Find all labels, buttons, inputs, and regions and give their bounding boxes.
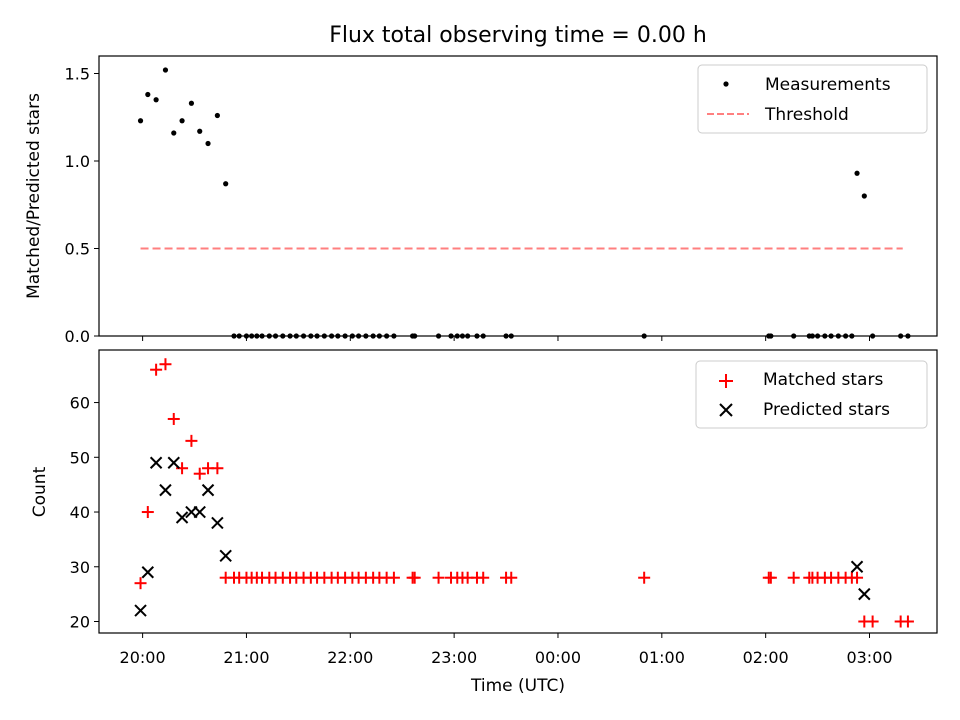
predicted-star-point	[141, 566, 155, 579]
measurement-point	[145, 91, 151, 98]
top-y-tick-label: 0.0	[65, 327, 90, 346]
matched-star-point	[505, 571, 518, 584]
x-axis-label: Time (UTC)	[470, 676, 565, 696]
matched-star-point	[150, 363, 163, 376]
measurement-point	[162, 67, 169, 73]
measurement-point	[854, 170, 860, 176]
legend-matched-marker	[719, 374, 733, 388]
matched-star-point	[387, 571, 400, 584]
measurement-point	[171, 130, 177, 136]
predicted-star-point	[219, 549, 232, 563]
matched-star-point	[638, 571, 651, 584]
bottom-x-tick-label: 23:00	[431, 648, 477, 667]
bottom-legend: Matched stars Predicted stars	[695, 360, 928, 429]
legend-predicted-marker	[719, 403, 733, 417]
matched-star-point	[432, 571, 445, 584]
predicted-star-point	[850, 560, 864, 573]
top-legend: Measurements Threshold	[697, 64, 928, 134]
legend-measurements-marker	[723, 81, 729, 87]
matched-star-point	[408, 571, 421, 584]
matched-star-point	[866, 615, 879, 628]
bottom-x-tick-label: 00:00	[535, 648, 581, 667]
matched-star-point	[159, 358, 172, 371]
top-y-tick-label: 0.5	[65, 240, 90, 259]
bottom-y-tick-label: 60	[70, 394, 90, 413]
bottom-x-axis: 20:00 21:00 22:00 23:00 00:00 01:00 02:00 03:00	[120, 633, 893, 667]
top-plot-frame	[98, 55, 938, 337]
matched-star-point	[851, 571, 864, 584]
measurement-point	[861, 193, 867, 199]
legend-matched-label: Matched stars	[763, 370, 883, 390]
bottom-x-tick-label: 02:00	[743, 648, 789, 667]
legend-measurements-label: Measurements	[765, 75, 891, 95]
top-chart-title: Flux total observing time = 0.00 h	[329, 23, 707, 48]
matched-star-point	[185, 434, 198, 447]
predicted-star-point	[858, 587, 871, 601]
top-y-axis: 0.0 0.5 1.0 1.5	[65, 65, 99, 346]
matched-star-point	[134, 577, 147, 590]
top-panel: 0.0 0.5 1.0 1.5 Matched/Predicted stars Mea…	[24, 55, 938, 346]
top-y-tick-label: 1.5	[65, 65, 90, 84]
predicted-star-point	[175, 511, 189, 524]
matched-star-point	[167, 412, 180, 425]
legend-predicted-label: Predicted stars	[763, 400, 890, 420]
predicted-star-point	[134, 604, 147, 617]
matched-star-point	[477, 571, 490, 584]
bottom-y-tick-label: 20	[70, 613, 90, 632]
top-y-tick-label: 1.0	[65, 152, 90, 171]
bottom-y-axis: 20 30 40 50 60	[70, 394, 99, 632]
matched-star-point	[901, 615, 914, 628]
top-y-axis-label: Matched/Predicted stars	[24, 93, 44, 299]
legend-threshold-label: Threshold	[764, 105, 849, 125]
measurement-point	[179, 118, 185, 124]
measurement-point	[205, 140, 211, 147]
bottom-y-axis-label: Count	[30, 466, 50, 517]
measurement-point	[223, 181, 229, 187]
matched-star-point	[141, 506, 154, 519]
bottom-panel: 20 30 40 50 60 20:00 21:00 22:00 23:00 00:00 01:0…	[30, 349, 938, 696]
measurement-point	[137, 118, 144, 124]
top-x-axis-ticks	[142, 336, 871, 341]
predicted-star-point	[211, 516, 224, 530]
bottom-y-tick-label: 50	[70, 448, 90, 467]
bottom-x-tick-label: 21:00	[223, 648, 269, 667]
matched-star-point	[787, 571, 800, 584]
matched-star-point	[193, 467, 206, 480]
top-legend-box	[697, 64, 928, 134]
bottom-x-tick-label: 01:00	[639, 648, 685, 667]
bottom-y-tick-label: 40	[70, 503, 90, 522]
matched-star-point	[764, 571, 777, 584]
measurement-point	[197, 128, 203, 134]
predicted-star-point	[159, 483, 172, 497]
bottom-plot-frame	[98, 349, 938, 634]
measurement-point	[214, 112, 220, 119]
bottom-plot-data	[134, 358, 914, 628]
predicted-star-point	[193, 505, 206, 519]
matched-star-point	[211, 462, 224, 475]
predicted-star-point	[201, 483, 215, 497]
bottom-x-tick-label: 03:00	[846, 648, 892, 667]
bottom-legend-box	[695, 360, 928, 429]
bottom-y-tick-label: 30	[70, 558, 90, 577]
predicted-star-point	[149, 456, 163, 469]
bottom-x-tick-label: 22:00	[327, 648, 373, 667]
measurement-point	[153, 97, 159, 103]
bottom-x-tick-label: 20:00	[120, 648, 166, 667]
measurement-point	[188, 100, 195, 106]
predicted-star-point	[167, 456, 180, 469]
